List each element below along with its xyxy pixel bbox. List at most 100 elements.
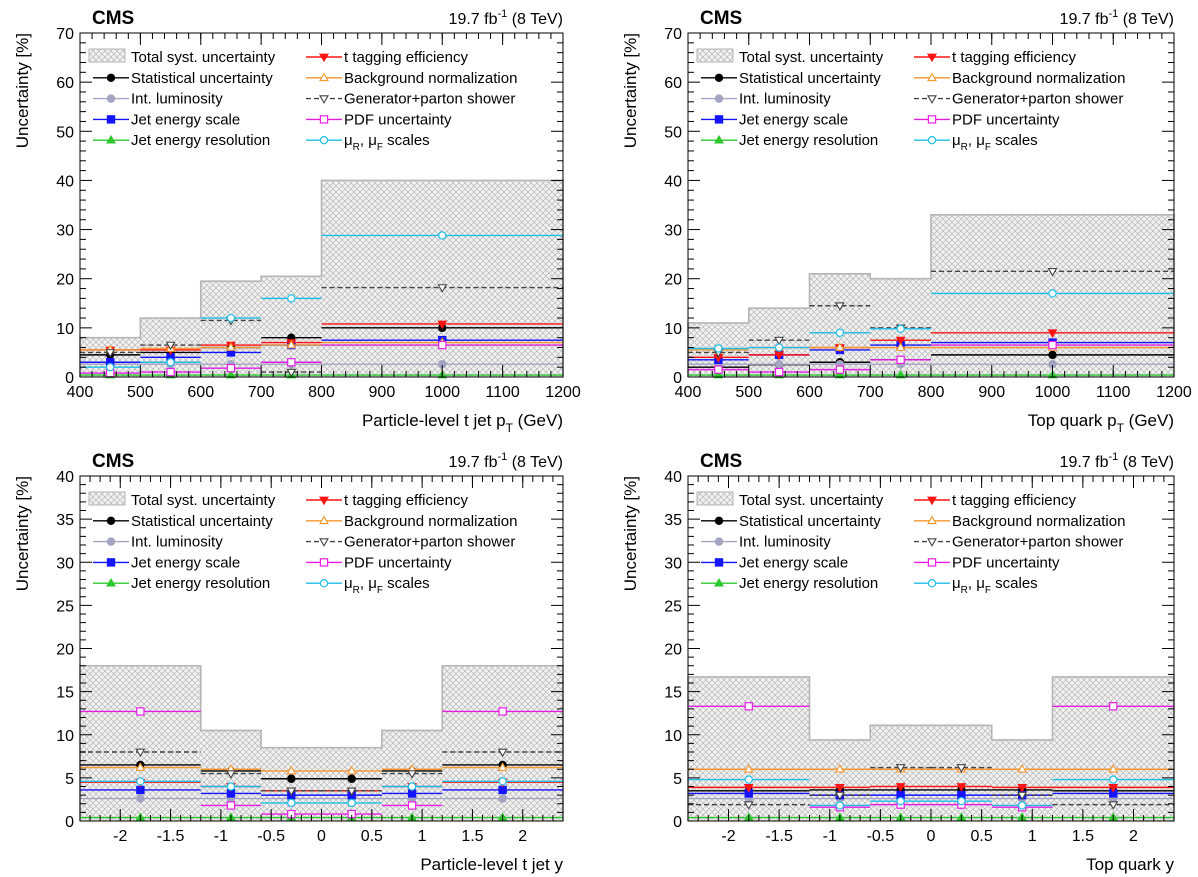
series-point — [744, 702, 753, 711]
x-tick-label: 900 — [978, 384, 1005, 401]
legend-label-bkg: Background normalization — [344, 513, 517, 530]
total-syst-outline — [79, 179, 564, 377]
series-point — [347, 798, 356, 808]
legend-label-text: Background normalization — [952, 70, 1125, 87]
x-tick-label: 1.5 — [461, 828, 483, 845]
series-point — [743, 763, 754, 773]
legend-label-stat: Statistical uncertainty — [131, 513, 273, 530]
series-gen — [688, 764, 1174, 810]
legend-label-ttag: t tagging efficiency — [952, 492, 1076, 509]
total-syst-histogram — [79, 179, 564, 377]
y-tick-label: 20 — [664, 642, 682, 659]
total-syst-bar — [261, 747, 322, 821]
series-point — [105, 362, 115, 372]
legend-label-pdf: PDF uncertainty — [952, 111, 1060, 128]
series-point — [835, 801, 845, 810]
series-point — [835, 328, 845, 337]
legend-marker-scale — [927, 578, 937, 588]
series-gen — [80, 748, 563, 797]
legend-marker-jer — [714, 134, 724, 144]
y-tick-label: 0 — [65, 370, 74, 387]
legend-label-scale: μR, μF scales — [344, 575, 430, 596]
legend-label-text: Jet energy scale — [739, 554, 848, 571]
y-tick-label: 10 — [56, 321, 74, 338]
legend-label-jes: Jet energy scale — [131, 554, 240, 571]
series-point — [346, 765, 357, 775]
series-point — [1017, 763, 1028, 773]
series-point — [136, 794, 145, 803]
legend-label-text: Statistical uncertainty — [739, 513, 881, 530]
legend-marker-gen — [319, 95, 329, 104]
legend-label-text: Background normalization — [344, 70, 517, 87]
series-point — [1109, 775, 1118, 784]
series-point — [438, 340, 447, 350]
experiment-label: CMS — [700, 451, 742, 472]
legend-total-label: Total syst. uncertainty — [739, 49, 884, 66]
y-tick-label: 5 — [65, 771, 74, 788]
legend-label-text: μ — [344, 132, 353, 149]
series-point — [136, 777, 145, 786]
series-ttag — [80, 320, 563, 356]
legend-label-jer: Jet energy resolution — [131, 132, 270, 149]
total-syst-outline — [687, 214, 1175, 377]
legend-label-text: μ — [344, 575, 353, 592]
x-tick-label: 500 — [127, 384, 154, 401]
x-tick-label: 2 — [1129, 828, 1138, 845]
legend-label-tail: scales — [383, 575, 430, 592]
legend-total-label: Total syst. uncertainty — [131, 49, 276, 66]
series-point — [226, 363, 236, 373]
x-axis-title: Top quark pT (GeV) — [1028, 411, 1174, 435]
x-tick-label: 0.5 — [361, 828, 383, 845]
series-point — [498, 777, 507, 786]
x-tick-label: -2 — [113, 828, 127, 845]
series-point — [957, 796, 966, 806]
legend-label-text: Jet energy scale — [131, 111, 240, 128]
legend-label-text: Generator+parton shower — [952, 534, 1123, 551]
legend-label-text: Statistical uncertainty — [131, 70, 273, 87]
series-point — [1109, 702, 1118, 711]
series-point — [895, 336, 906, 346]
series-point — [225, 342, 236, 351]
legend-marker-bkg — [319, 515, 329, 525]
series-point — [346, 787, 357, 797]
y-tick-label: 40 — [56, 469, 74, 486]
series-scale — [80, 777, 563, 808]
y-axis-title: Uncertainty [%] — [13, 33, 32, 148]
legend-label-sub: R — [353, 142, 360, 153]
series-pdf — [80, 340, 563, 378]
x-tick-label: 700 — [857, 384, 884, 401]
legend-marker-jes — [106, 115, 116, 124]
x-tick-label: 0 — [927, 828, 936, 845]
series-point — [1048, 289, 1057, 298]
legend-marker-bkg — [927, 72, 937, 82]
y-tick-label: 30 — [664, 223, 682, 240]
chart-panel-pt-top: 0 10 20 30 40 50 60 70 400 500 600 700 800 900 1000 110… — [621, 8, 1192, 435]
x-tick-label: 900 — [369, 384, 396, 401]
x-tick-label: 2 — [518, 828, 527, 845]
series-point — [1108, 801, 1119, 810]
series-pdf — [80, 707, 563, 819]
legend-label-jes: Jet energy scale — [131, 111, 240, 128]
legend-label-sub: R — [353, 585, 360, 596]
x-tick-label: 0.5 — [971, 828, 993, 845]
x-axis-title-main: Particle-level t jet y — [420, 855, 563, 874]
series-point — [1048, 340, 1057, 350]
series-point — [835, 365, 845, 374]
legend-label-tail: scales — [991, 132, 1038, 149]
series-point — [286, 368, 297, 378]
series-point — [286, 765, 297, 775]
legend-total-swatch — [696, 491, 734, 506]
x-tick-label: -1 — [214, 828, 228, 845]
series-point — [135, 748, 146, 758]
series-point — [834, 369, 845, 379]
legend-marker-pdf — [927, 558, 937, 567]
legend-label-sub2: F — [377, 585, 383, 596]
series-point — [497, 748, 508, 758]
legend-marker-gen — [927, 95, 937, 104]
legend-marker-jes — [714, 115, 724, 124]
chart-panel-y-top: 0 5 10 15 20 25 30 35 40 -2 -1.5 -1 -0.5 0 0.5 1 1.5 2 Unc… — [621, 451, 1175, 874]
legend-label-text: Jet energy scale — [739, 111, 848, 128]
legend-label-text: Jet energy resolution — [131, 132, 270, 149]
x-tick-label: 600 — [187, 384, 214, 401]
legend-total-swatch — [88, 491, 126, 506]
